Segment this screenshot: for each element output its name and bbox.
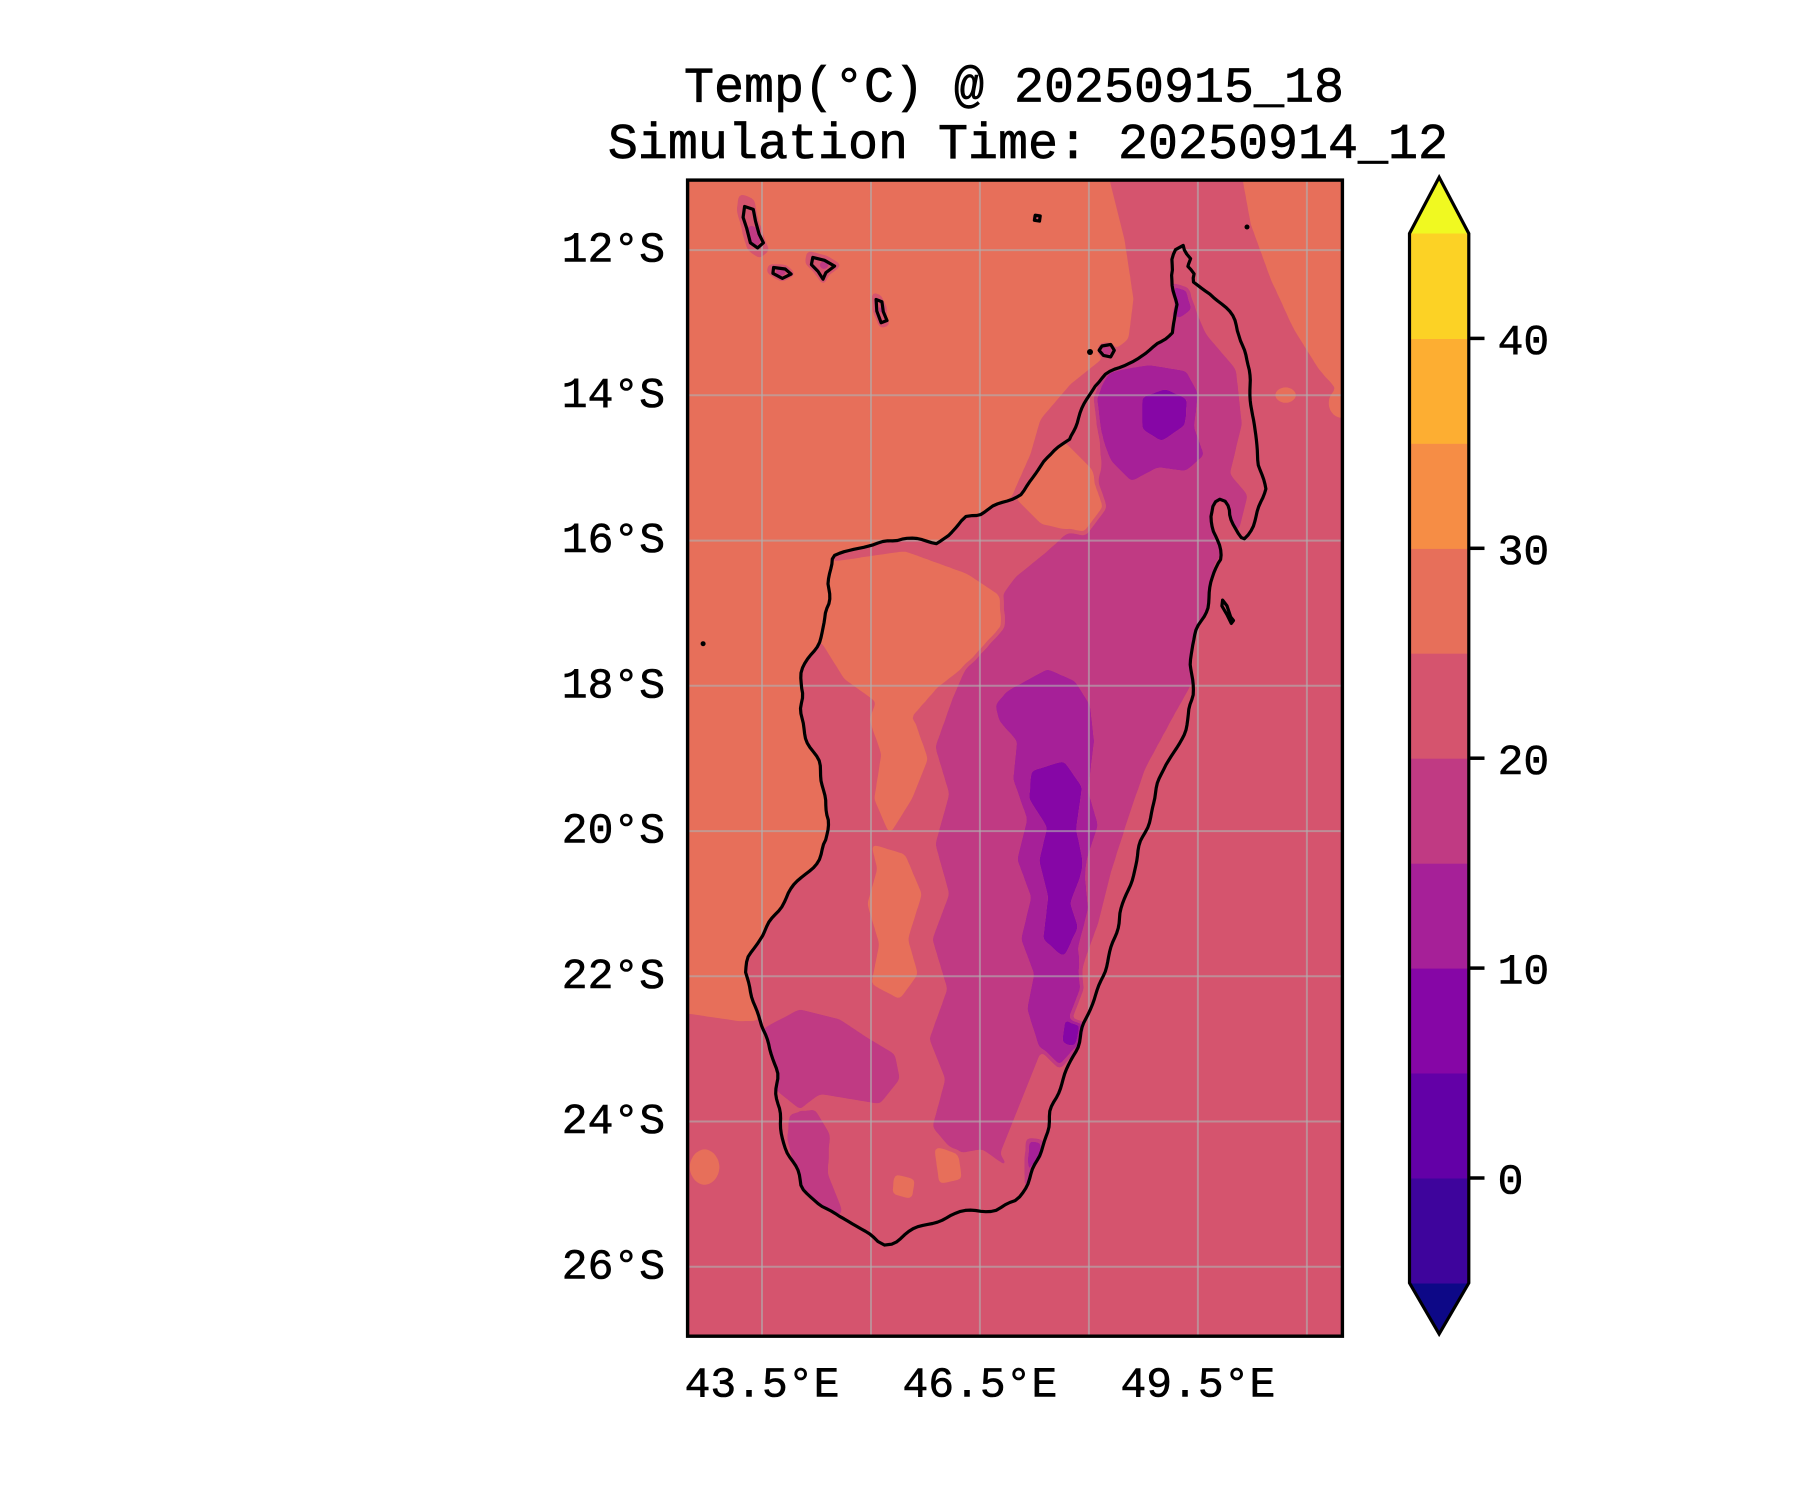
svg-text:14°S: 14°S bbox=[562, 371, 665, 420]
svg-text:10: 10 bbox=[1498, 948, 1550, 997]
svg-text:30: 30 bbox=[1498, 528, 1550, 577]
svg-text:18°S: 18°S bbox=[562, 661, 665, 710]
svg-text:16°S: 16°S bbox=[562, 516, 665, 565]
svg-text:20°S: 20°S bbox=[562, 807, 665, 856]
svg-text:40: 40 bbox=[1498, 318, 1550, 367]
svg-text:Temp(°C) @ 20250915_18: Temp(°C) @ 20250915_18 bbox=[684, 61, 1344, 118]
svg-text:0: 0 bbox=[1498, 1158, 1524, 1207]
svg-text:43.5°E: 43.5°E bbox=[685, 1361, 840, 1410]
svg-text:12°S: 12°S bbox=[562, 226, 665, 275]
svg-text:Simulation Time: 20250914_12: Simulation Time: 20250914_12 bbox=[608, 117, 1448, 174]
svg-text:24°S: 24°S bbox=[562, 1097, 665, 1146]
svg-text:20: 20 bbox=[1498, 738, 1550, 787]
svg-text:46.5°E: 46.5°E bbox=[902, 1361, 1057, 1410]
svg-text:26°S: 26°S bbox=[562, 1242, 665, 1291]
svg-text:49.5°E: 49.5°E bbox=[1120, 1361, 1275, 1410]
svg-text:22°S: 22°S bbox=[562, 952, 665, 1001]
